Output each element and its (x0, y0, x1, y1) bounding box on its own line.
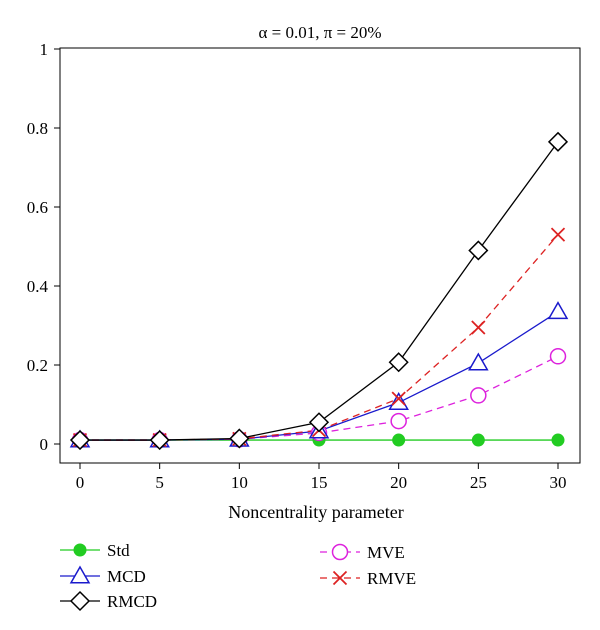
x-tick-label: 0 (76, 473, 85, 492)
legend-item-mcd: MCD (60, 565, 146, 586)
data-point-rmcd (69, 429, 91, 451)
legend-label: MVE (367, 543, 405, 562)
series-rmve (80, 234, 559, 441)
data-point-rmcd (229, 428, 250, 449)
legend-label: MCD (107, 567, 146, 586)
data-point-rmcd (308, 412, 330, 433)
x-axis: 0 5 10 15 20 25 30 (76, 463, 567, 492)
data-point-rmve (391, 391, 406, 406)
x-tick-label: 30 (550, 473, 567, 492)
x-axis-title: Noncentrality parameter (228, 502, 403, 522)
legend-item-mve: MVE (320, 543, 405, 562)
legend: Std MCD RMCD MVE RMVE (60, 541, 416, 612)
legend-marker (69, 590, 91, 612)
data-point-rmve (550, 227, 566, 242)
data-point-mve (549, 348, 567, 365)
data-point-rmcd (388, 352, 409, 373)
data-point-std (471, 433, 485, 447)
legend-marker (69, 565, 91, 584)
legend-item-rmcd: RMCD (60, 590, 157, 612)
series-line-rmve (80, 234, 559, 441)
data-point-mve (390, 412, 407, 430)
x-tick-label: 25 (470, 473, 487, 492)
data-point-rmve (471, 320, 486, 335)
data-point-rmcd (547, 131, 569, 152)
x-tick-label: 10 (231, 473, 248, 492)
chart-title: α = 0.01, π = 20% (258, 23, 381, 42)
data-point-std (392, 433, 406, 447)
legend-marker (73, 543, 87, 557)
y-tick-label: 0.8 (27, 119, 48, 138)
data-point-mcd (388, 392, 409, 411)
data-point-rmcd (468, 240, 489, 261)
series-layer (69, 131, 569, 451)
legend-label: Std (107, 541, 130, 560)
plot-area (59, 47, 581, 464)
series-markers-rmcd (69, 131, 569, 451)
y-tick-label: 0.4 (27, 277, 49, 296)
x-tick-label: 15 (311, 473, 328, 492)
data-point-rmcd (149, 429, 170, 451)
data-point-std (551, 433, 565, 447)
legend-marker (331, 543, 349, 561)
y-tick-label: 0.6 (27, 198, 48, 217)
y-tick-label: 0.2 (27, 356, 48, 375)
data-point-mcd (468, 352, 489, 371)
y-tick-label: 1 (40, 40, 49, 59)
legend-item-rmve: RMVE (320, 569, 416, 588)
data-point-mcd (547, 301, 569, 320)
y-tick-label: 0 (40, 435, 49, 454)
x-tick-label: 20 (390, 473, 407, 492)
x-tick-label: 5 (155, 473, 164, 492)
legend-label: RMVE (367, 569, 416, 588)
legend-item-std: Std (60, 541, 130, 560)
legend-label: RMCD (107, 592, 157, 611)
legend-marker (332, 570, 348, 586)
y-axis: 0 0.2 0.4 0.6 0.8 1 (27, 40, 60, 454)
data-point-mve (470, 387, 487, 404)
